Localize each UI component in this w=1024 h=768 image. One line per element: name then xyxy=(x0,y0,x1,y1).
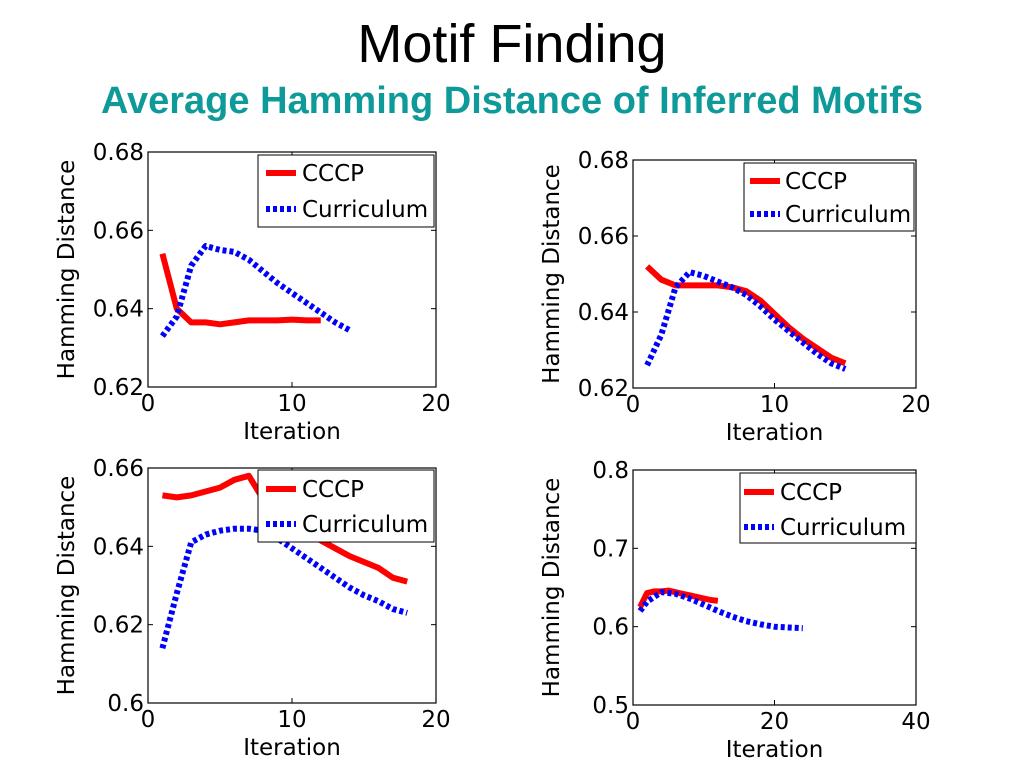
x-axis-label: Iteration xyxy=(243,735,341,761)
legend: CCCP Curriculum xyxy=(257,154,435,228)
y-tick-label: 0.68 xyxy=(578,148,629,174)
chart-1: 0 10 20 0.62 0.64 0.66 0.68 Iteration Hamming Di… xyxy=(54,140,451,445)
series-line-curriculum xyxy=(644,269,847,372)
x-tick-label: 10 xyxy=(277,707,306,733)
legend-box xyxy=(257,154,435,228)
series-line-cccp xyxy=(159,253,321,328)
y-tick-label: 0.62 xyxy=(93,613,144,639)
slide-title: Motif Finding xyxy=(357,14,667,74)
series-line-curriculum xyxy=(159,525,408,649)
x-tick-label: 0 xyxy=(626,709,641,735)
chart-3: 0 10 20 0.6 0.62 0.64 0.66 Iteration Hamming Dis… xyxy=(54,456,451,761)
legend-box xyxy=(739,472,917,544)
legend: CCCP Curriculum xyxy=(257,469,435,543)
y-tick-label: 0.66 xyxy=(93,456,144,482)
slide-subtitle: Average Hamming Distance of Inferred Mot… xyxy=(100,80,924,122)
legend-label-curriculum: Curriculum xyxy=(302,512,428,538)
x-tick-label: 20 xyxy=(421,707,450,733)
y-tick-label: 0.5 xyxy=(592,693,629,719)
x-tick-label: 20 xyxy=(421,391,450,417)
x-axis-label: Iteration xyxy=(726,420,824,446)
x-tick-label: 0 xyxy=(626,392,641,418)
legend-label-curriculum: Curriculum xyxy=(780,515,906,541)
legend-label-cccp: CCCP xyxy=(780,480,842,506)
legend-label-curriculum: Curriculum xyxy=(302,197,428,223)
y-tick-label: 0.68 xyxy=(93,140,144,166)
x-tick-label: 20 xyxy=(901,392,930,418)
x-axis-label: Iteration xyxy=(726,737,824,763)
x-tick-label: 20 xyxy=(760,709,789,735)
y-tick-label: 0.64 xyxy=(93,534,144,560)
y-tick-label: 0.6 xyxy=(592,615,629,641)
legend-label-curriculum: Curriculum xyxy=(785,202,911,228)
y-tick-label: 0.66 xyxy=(93,218,144,244)
y-axis-label: Hamming Distance xyxy=(54,476,80,696)
y-tick-label: 0.7 xyxy=(592,536,629,562)
y-axis-label: Hamming Distance xyxy=(539,478,565,698)
y-axis-label: Hamming Distance xyxy=(539,164,565,384)
series-line-cccp xyxy=(637,587,719,609)
legend-label-cccp: CCCP xyxy=(302,477,364,503)
x-tick-label: 0 xyxy=(141,391,156,417)
x-axis-label: Iteration xyxy=(243,419,341,445)
x-tick-label: 0 xyxy=(141,707,156,733)
chart-2: 0 10 20 0.62 0.64 0.66 0.68 Iteration Hamming Di… xyxy=(539,148,931,446)
y-tick-label: 0.62 xyxy=(578,376,629,402)
y-tick-label: 0.66 xyxy=(578,224,629,250)
series-line-cccp xyxy=(645,264,847,367)
x-tick-label: 10 xyxy=(277,391,306,417)
series-line-curriculum xyxy=(637,589,803,632)
y-tick-label: 0.64 xyxy=(578,300,629,326)
x-tick-label: 10 xyxy=(760,392,789,418)
chart-4: 0 20 40 0.5 0.6 0.7 0.8 Iteration Hamming Distan… xyxy=(539,458,931,763)
y-tick-label: 0.62 xyxy=(93,375,144,401)
y-axis-label: Hamming Distance xyxy=(54,160,80,380)
legend-box xyxy=(257,469,435,543)
legend: CCCP Curriculum xyxy=(743,162,915,232)
legend-label-cccp: CCCP xyxy=(302,161,364,187)
legend-box xyxy=(743,162,915,232)
legend-label-cccp: CCCP xyxy=(785,169,847,195)
x-tick-label: 40 xyxy=(901,709,930,735)
series-line-curriculum xyxy=(159,243,352,338)
y-tick-label: 0.8 xyxy=(592,458,629,484)
y-tick-label: 0.6 xyxy=(107,691,144,717)
legend: CCCP Curriculum xyxy=(739,472,917,544)
y-tick-label: 0.64 xyxy=(93,297,144,323)
